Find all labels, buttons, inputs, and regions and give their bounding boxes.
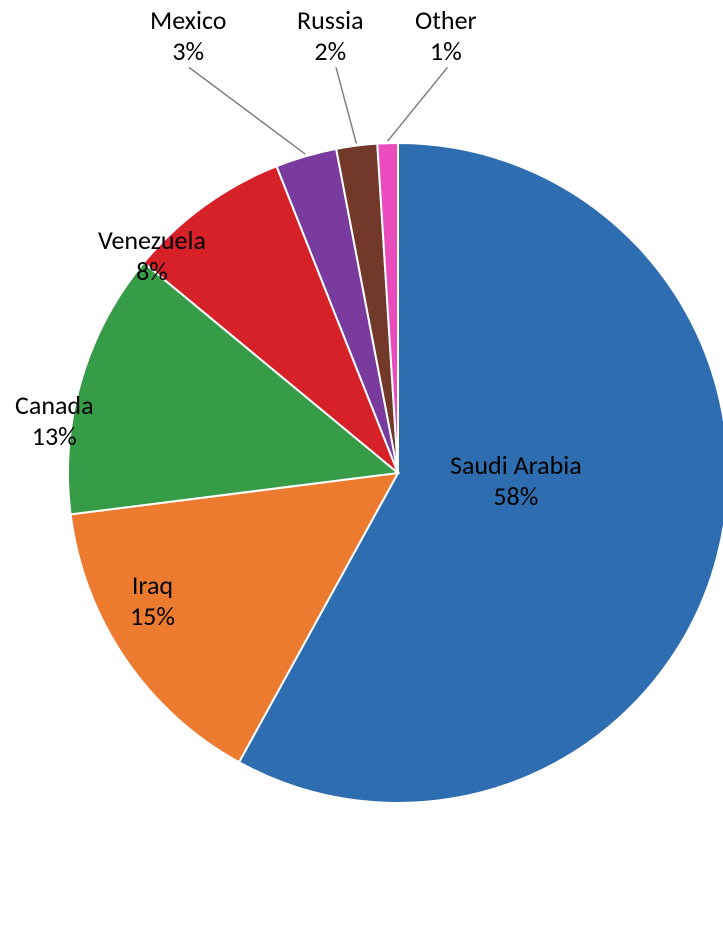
pie-chart-svg bbox=[0, 0, 723, 936]
slice-label-percent: 13% bbox=[15, 421, 94, 452]
slice-label-name: Mexico bbox=[150, 5, 227, 36]
slice-label-name: Venezuela bbox=[98, 225, 206, 256]
slice-label-saudi-arabia: Saudi Arabia58% bbox=[450, 450, 582, 512]
slice-label-percent: 58% bbox=[450, 481, 582, 512]
slice-label-percent: 3% bbox=[150, 36, 227, 67]
slice-label-iraq: Iraq15% bbox=[130, 570, 175, 632]
slice-label-name: Canada bbox=[15, 390, 94, 421]
slice-label-name: Saudi Arabia bbox=[450, 450, 582, 481]
slice-label-percent: 15% bbox=[130, 601, 175, 632]
slice-label-venezuela: Venezuela8% bbox=[98, 225, 206, 287]
slice-label-other: Other1% bbox=[415, 5, 477, 67]
slice-label-percent: 8% bbox=[98, 256, 206, 287]
slice-label-name: Other bbox=[415, 5, 477, 36]
pie-chart-container: Saudi Arabia58% Iraq15% Canada13% Venezuela… bbox=[0, 0, 723, 936]
slice-label-name: Iraq bbox=[130, 570, 175, 601]
slice-label-canada: Canada13% bbox=[15, 390, 94, 452]
slice-label-percent: 2% bbox=[297, 36, 364, 67]
slice-label-mexico: Mexico3% bbox=[150, 5, 227, 67]
slice-label-name: Russia bbox=[297, 5, 364, 36]
slice-label-percent: 1% bbox=[415, 36, 477, 67]
slice-label-russia: Russia2% bbox=[297, 5, 364, 67]
